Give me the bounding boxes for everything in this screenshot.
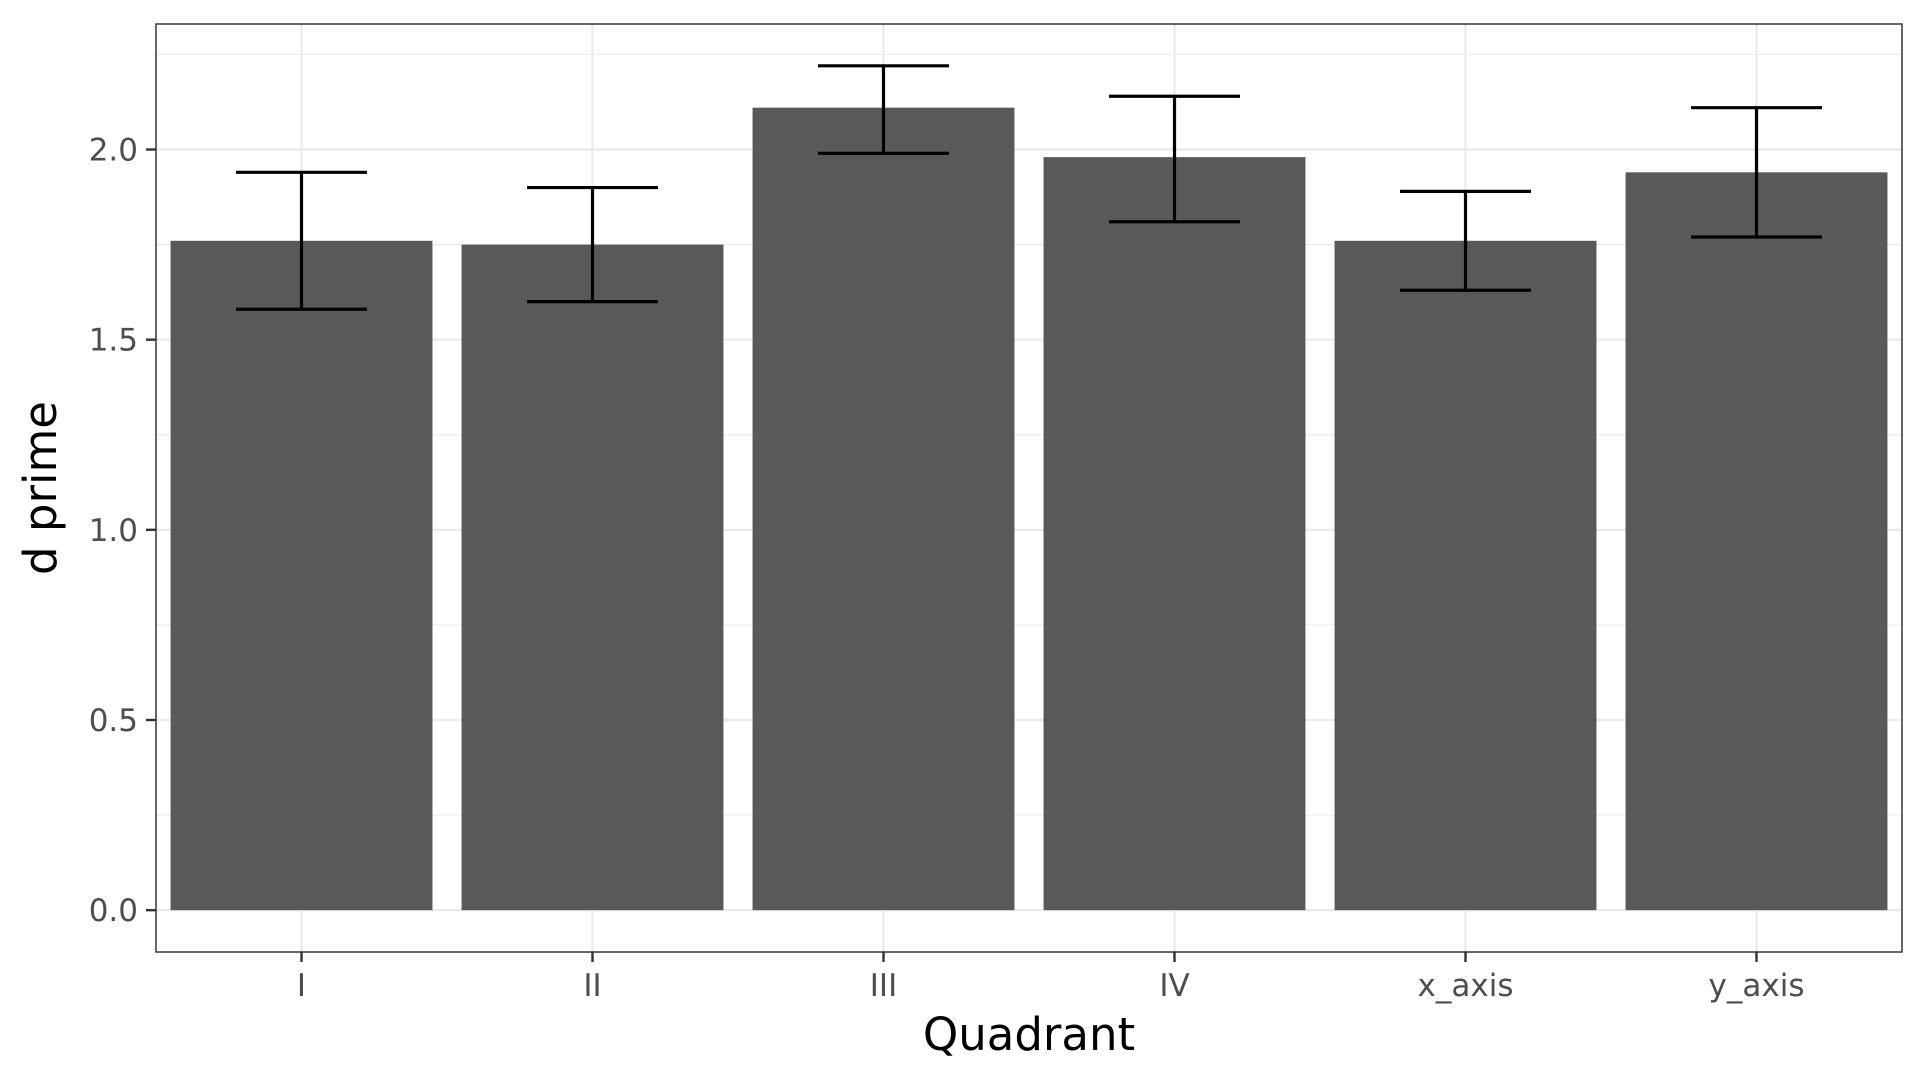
bar-x_axis <box>1334 240 1597 911</box>
bar-III <box>752 107 1015 911</box>
x-tick-label: y_axis <box>1709 968 1805 1004</box>
axis-ticks <box>146 148 1758 962</box>
error-bar-II <box>527 185 658 304</box>
bars <box>170 107 1888 911</box>
error-bars <box>236 64 1822 311</box>
x-tick-label: I <box>297 968 306 1004</box>
y-tick-label: 0.5 <box>89 703 138 739</box>
x-tick-label: x_axis <box>1418 968 1514 1004</box>
x-tick-label: IV <box>1159 968 1189 1004</box>
y-axis-title: d prime <box>14 401 67 575</box>
y-tick-label: 1.5 <box>89 323 138 359</box>
error-bar-y_axis <box>1691 106 1822 239</box>
x-axis-title: Quadrant <box>923 1008 1135 1061</box>
error-bar-IV <box>1109 94 1240 224</box>
bar-II <box>461 244 724 911</box>
error-bar-x_axis <box>1400 189 1531 292</box>
y-tick-label: 1.0 <box>89 513 138 549</box>
x-tick-label: III <box>870 968 897 1004</box>
tick-labels: 0.00.51.01.52.0I II III IV x_axis y_axis <box>89 133 1805 1004</box>
panel-border <box>155 23 1903 953</box>
bar-I <box>170 240 433 911</box>
y-tick-label: 0.0 <box>89 893 138 929</box>
x-tick-label: II <box>583 968 601 1004</box>
bar-IV <box>1043 157 1306 911</box>
error-bar-I <box>236 170 367 311</box>
bar-y_axis <box>1625 172 1888 911</box>
error-bar-III <box>818 64 949 155</box>
y-tick-label: 2.0 <box>89 133 138 169</box>
